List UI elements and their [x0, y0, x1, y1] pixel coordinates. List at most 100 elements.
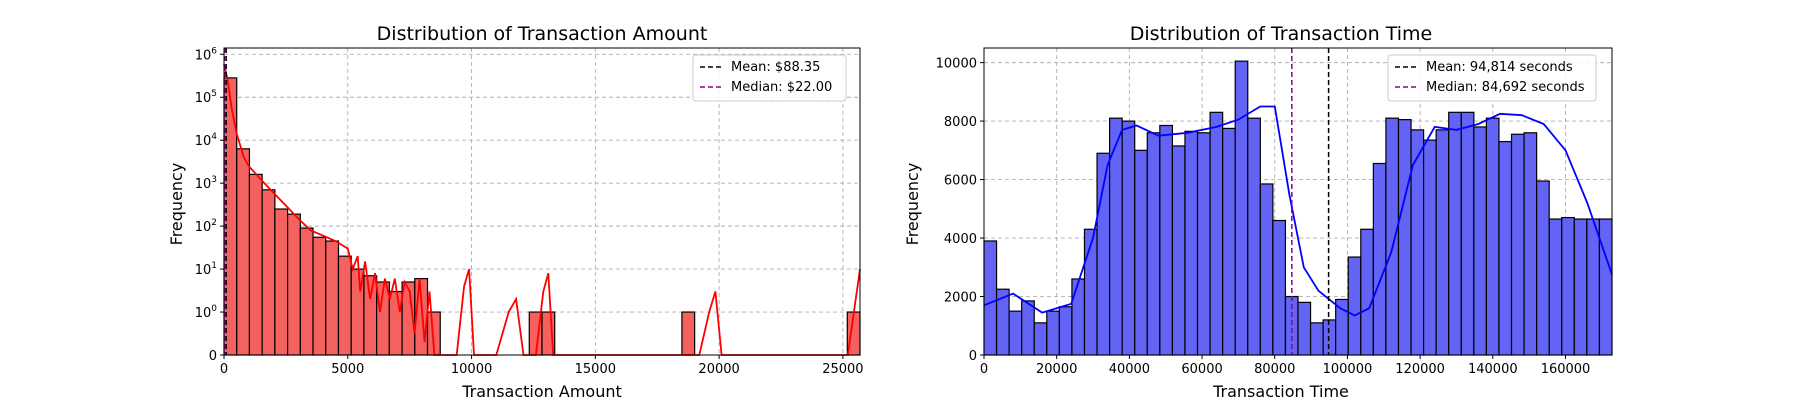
- amount-histogram-bar: [274, 208, 289, 356]
- time-histogram-bar: [1523, 132, 1538, 356]
- time-histogram-bar: [1510, 133, 1525, 356]
- time-histogram-bar: [1196, 132, 1211, 356]
- amount-y-tick-label: 0: [209, 349, 217, 364]
- time-histogram-bar: [1573, 218, 1588, 356]
- amount-histogram-bar: [286, 213, 301, 356]
- time-y-tick-label: 0: [969, 349, 977, 364]
- time-legend-median-label: Median: 84,692 seconds: [1426, 80, 1585, 95]
- amount-x-tick-label: 20000: [698, 362, 739, 377]
- time-x-tick-label: 160000: [1541, 362, 1591, 377]
- time-histogram-bar: [1422, 139, 1437, 356]
- time-histogram-bar: [1598, 218, 1613, 356]
- time-histogram-bar: [1134, 149, 1148, 356]
- amount-chart-frame: [223, 47, 861, 356]
- time-x-tick-label: 100000: [1323, 362, 1373, 377]
- amount-x-tick-label: 0: [220, 362, 228, 377]
- time-y-tick-label: 8000: [944, 115, 977, 130]
- time-histogram-bar: [1360, 228, 1374, 356]
- time-histogram-bar: [1272, 219, 1287, 356]
- time-histogram-bar: [1335, 298, 1349, 356]
- amount-histogram-bar: [299, 227, 314, 356]
- time-histogram-bar: [1473, 126, 1487, 356]
- amount-y-tick-label: 106: [195, 46, 218, 63]
- time-histogram-bar: [1247, 117, 1261, 356]
- time-x-tick-label: 0: [980, 362, 988, 377]
- amount-histogram-bar: [681, 311, 696, 356]
- time-y-tick-label: 2000: [944, 291, 977, 306]
- time-histogram-bar: [1548, 218, 1563, 356]
- time-x-axis-label: Transaction Time: [1212, 382, 1349, 400]
- time-histogram-bar: [1448, 111, 1462, 356]
- amount-histogram-bar: [261, 189, 276, 356]
- amount-legend-median-label: Median: $22.00: [731, 80, 832, 95]
- time-histogram-bar: [1146, 132, 1161, 356]
- time-y-tick-label: 10000: [936, 57, 977, 72]
- time-histogram-bar: [1008, 310, 1023, 356]
- amount-legend-mean-label: Mean: $88.35: [731, 60, 820, 75]
- time-x-tick-label: 40000: [1109, 362, 1150, 377]
- amount-y-tick-label: 104: [195, 132, 218, 149]
- time-histogram-bar: [1498, 140, 1513, 356]
- time-histogram-bar: [983, 240, 998, 356]
- time-histogram-bar: [1021, 300, 1035, 356]
- time-y-axis-label: Frequency: [903, 163, 922, 246]
- time-chart-panel: Distribution of Transaction Time 0 20000 4…: [903, 23, 1613, 400]
- time-histogram-bar: [1322, 319, 1337, 356]
- amount-chart-legend: Mean: $88.35 Median: $22.00: [692, 54, 847, 102]
- time-histogram-bar: [1586, 218, 1601, 356]
- time-x-tick-label: 20000: [1036, 362, 1077, 377]
- time-histogram-bar: [1184, 130, 1199, 356]
- time-chart-bars: [983, 60, 1613, 356]
- amount-x-tick-label: 15000: [575, 362, 616, 377]
- time-histogram-bar: [1435, 129, 1450, 356]
- time-histogram-bar: [1234, 60, 1249, 356]
- time-x-tick-label: 140000: [1468, 362, 1518, 377]
- amount-chart-title: Distribution of Transaction Amount: [377, 23, 708, 45]
- amount-x-tick-label: 25000: [822, 362, 863, 377]
- amount-y-tick-label: 102: [195, 218, 217, 235]
- amount-y-tick-label: 105: [195, 89, 217, 106]
- time-legend-box: [1387, 54, 1597, 102]
- time-x-axis-ticks: 0 20000 40000 60000 80000 100000 120000 140000 1…: [980, 355, 1590, 377]
- time-histogram-bar: [1385, 117, 1400, 356]
- time-x-tick-label: 60000: [1181, 362, 1222, 377]
- time-histogram-bar: [1259, 183, 1274, 356]
- time-histogram-bar: [1159, 124, 1173, 356]
- amount-histogram-bar: [363, 275, 378, 356]
- amount-y-tick-label: 100: [195, 304, 218, 321]
- time-histogram-bar: [1171, 145, 1186, 356]
- time-histogram-bar: [1485, 117, 1500, 356]
- time-chart-frame: [983, 47, 1613, 356]
- amount-y-axis-ticks: 0 100 101 102 103 104 105 106: [195, 46, 224, 364]
- amount-histogram-bar: [388, 290, 403, 356]
- amount-chart-bars: [223, 77, 861, 356]
- time-histogram-bar: [1372, 162, 1387, 356]
- time-y-tick-label: 6000: [944, 174, 977, 189]
- time-histogram-bar: [1046, 310, 1060, 356]
- amount-x-tick-label: 10000: [451, 362, 492, 377]
- amount-chart-kde-curve: [223, 63, 861, 356]
- time-histogram-bar: [1058, 306, 1073, 356]
- time-chart-legend: Mean: 94,814 seconds Median: 84,692 seco…: [1387, 54, 1597, 102]
- amount-x-axis-label: Transaction Amount: [461, 382, 622, 400]
- amount-y-tick-label: 103: [195, 175, 217, 192]
- time-histogram-bar: [1209, 111, 1224, 356]
- time-histogram-bar: [1121, 120, 1136, 356]
- time-histogram-bar: [1397, 119, 1412, 356]
- amount-histogram-bar: [236, 148, 251, 356]
- time-histogram-bar: [1561, 216, 1575, 356]
- time-histogram-bar: [1536, 180, 1550, 356]
- time-x-tick-label: 120000: [1395, 362, 1445, 377]
- time-histogram-bar: [1460, 111, 1475, 356]
- time-chart-title: Distribution of Transaction Time: [1130, 23, 1432, 45]
- amount-x-axis-ticks: 0 5000 10000 15000 20000 25000: [220, 355, 864, 377]
- time-x-tick-label: 80000: [1254, 362, 1295, 377]
- amount-histogram-bar: [337, 255, 352, 356]
- time-histogram-bar: [1297, 301, 1312, 356]
- amount-histogram-bar: [248, 173, 263, 356]
- time-y-tick-label: 4000: [944, 232, 977, 247]
- time-y-axis-ticks: 0 2000 4000 6000 8000 10000: [936, 57, 984, 364]
- time-histogram-bar: [1222, 127, 1236, 356]
- time-histogram-bar: [1309, 322, 1324, 356]
